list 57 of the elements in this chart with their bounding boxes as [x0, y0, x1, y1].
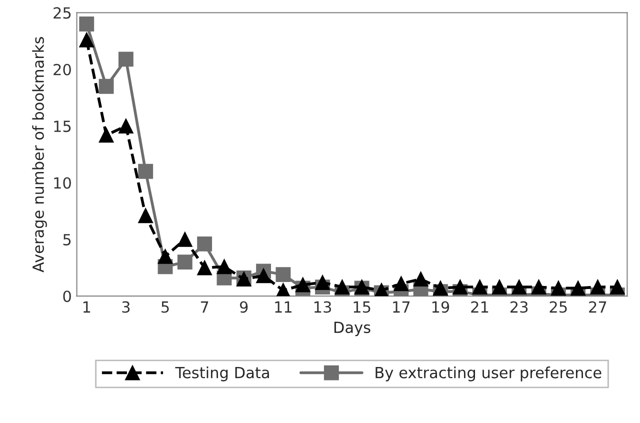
point [79, 32, 94, 48]
point [158, 248, 173, 264]
point [590, 280, 606, 294]
x-tick-label: 15 [354, 301, 370, 313]
point [413, 272, 428, 287]
y-tick-label: 15 [54, 120, 71, 132]
point [138, 164, 154, 179]
point [512, 280, 527, 294]
x-tick-label: 11 [275, 301, 292, 313]
x-tick-label: 25 [550, 301, 567, 313]
point [138, 208, 154, 224]
point [256, 268, 272, 284]
x-tick-label: 19 [432, 301, 450, 313]
point [432, 280, 448, 296]
point [492, 280, 507, 294]
x-tick-label: 21 [471, 301, 488, 313]
x-tick-label: 9 [240, 301, 248, 313]
point [276, 267, 291, 282]
point [118, 52, 134, 67]
point [472, 280, 488, 294]
point [98, 128, 114, 143]
x-tick-label: 13 [314, 301, 332, 313]
legend-label: Testing Data [175, 366, 269, 382]
point [177, 254, 192, 270]
point [374, 282, 389, 296]
x-tick-label: 17 [393, 301, 410, 313]
y-tick-label: 5 [63, 234, 71, 246]
point [276, 282, 291, 296]
point [610, 280, 625, 294]
point [197, 236, 212, 252]
point [177, 232, 192, 247]
y-tick-label: 25 [54, 7, 71, 19]
point [79, 16, 94, 32]
y-tick-label: 20 [54, 64, 71, 76]
point [334, 280, 350, 294]
point [452, 280, 468, 294]
x-tick-label: 3 [122, 301, 130, 313]
legend-label: By extracting user preference [376, 366, 602, 382]
y-tick-label: 10 [54, 177, 71, 189]
x-tick-label: 27 [589, 301, 606, 313]
x-tick-label: 7 [200, 301, 208, 313]
point [118, 118, 134, 134]
x-axis-title: Days [334, 322, 370, 336]
x-tick-label: 23 [510, 301, 528, 313]
point [315, 275, 330, 290]
x-tick-label: 1 [83, 301, 90, 313]
point [550, 280, 566, 296]
y-tick-label: 0 [63, 290, 71, 302]
point [570, 280, 586, 296]
y-axis-title: Average number of bookmarks [32, 37, 47, 272]
point [295, 277, 310, 292]
point [98, 78, 114, 94]
point [394, 276, 409, 292]
point [216, 259, 232, 274]
point [531, 280, 546, 294]
point [197, 260, 212, 276]
x-tick-label: 5 [162, 301, 169, 313]
